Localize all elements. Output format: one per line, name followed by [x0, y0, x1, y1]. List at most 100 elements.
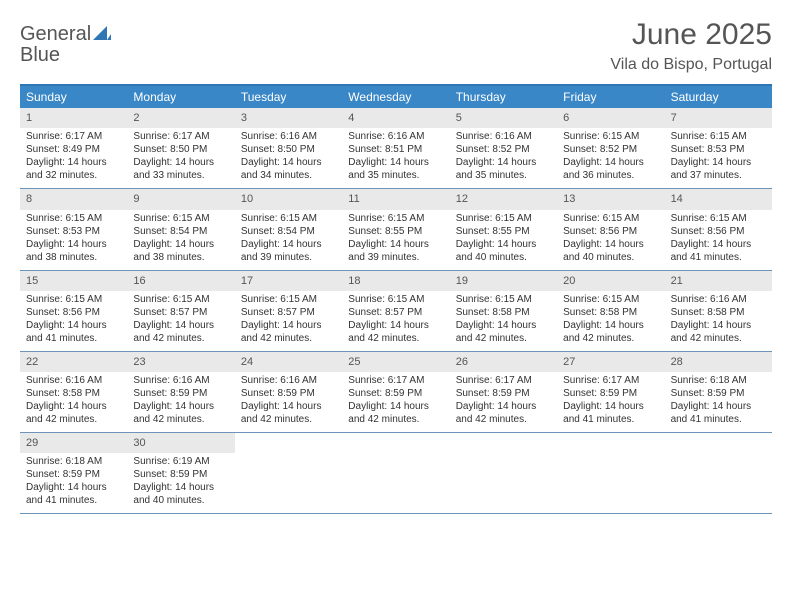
- sunset-text: Sunset: 8:49 PM: [26, 143, 121, 156]
- day-info: Sunrise: 6:15 AMSunset: 8:56 PMDaylight:…: [20, 293, 127, 345]
- day-cell: 17Sunrise: 6:15 AMSunset: 8:57 PMDayligh…: [235, 271, 342, 351]
- sunrise-text: Sunrise: 6:17 AM: [26, 130, 121, 143]
- daylight-text: Daylight: 14 hours and 42 minutes.: [241, 319, 336, 345]
- daylight-text: Daylight: 14 hours and 42 minutes.: [671, 319, 766, 345]
- day-info: Sunrise: 6:18 AMSunset: 8:59 PMDaylight:…: [665, 374, 772, 426]
- day-cell: 27Sunrise: 6:17 AMSunset: 8:59 PMDayligh…: [557, 352, 664, 432]
- sunset-text: Sunset: 8:56 PM: [26, 306, 121, 319]
- daylight-text: Daylight: 14 hours and 35 minutes.: [456, 156, 551, 182]
- sunrise-text: Sunrise: 6:16 AM: [241, 374, 336, 387]
- day-cell: 16Sunrise: 6:15 AMSunset: 8:57 PMDayligh…: [127, 271, 234, 351]
- sunset-text: Sunset: 8:59 PM: [456, 387, 551, 400]
- sunset-text: Sunset: 8:59 PM: [241, 387, 336, 400]
- week-row: 1Sunrise: 6:17 AMSunset: 8:49 PMDaylight…: [20, 108, 772, 189]
- page-title: June 2025: [610, 18, 772, 52]
- daylight-text: Daylight: 14 hours and 40 minutes.: [563, 238, 658, 264]
- day-cell: 10 Sunrise: 6:15 AMSunset: 8:54 PMDayligh…: [235, 189, 342, 269]
- sunrise-text: Sunrise: 6:15 AM: [671, 212, 766, 225]
- daylight-text: Daylight: 14 hours and 38 minutes.: [26, 238, 121, 264]
- day-number: 17: [235, 271, 342, 291]
- day-info: Sunrise: 6:16 AMSunset: 8:50 PMDaylight:…: [235, 130, 342, 182]
- day-number: 10: [235, 189, 342, 209]
- sunset-text: Sunset: 8:53 PM: [671, 143, 766, 156]
- calendar-grid: SundayMondayTuesdayWednesdayThursdayFrid…: [20, 84, 772, 514]
- day-number: 18: [342, 271, 449, 291]
- day-number: 25: [342, 352, 449, 372]
- day-number: 6: [557, 108, 664, 128]
- day-info: Sunrise: 6:15 AMSunset: 8:56 PMDaylight:…: [665, 212, 772, 264]
- sunrise-text: Sunrise: 6:18 AM: [671, 374, 766, 387]
- week-row: 8Sunrise: 6:15 AMSunset: 8:53 PMDaylight…: [20, 189, 772, 270]
- day-info: Sunrise: 6:17 AMSunset: 8:50 PMDaylight:…: [127, 130, 234, 182]
- day-cell: 29Sunrise: 6:18 AMSunset: 8:59 PMDayligh…: [20, 433, 127, 513]
- daylight-text: Daylight: 14 hours and 40 minutes.: [456, 238, 551, 264]
- day-number: 9: [127, 189, 234, 209]
- daylight-text: Daylight: 14 hours and 37 minutes.: [671, 156, 766, 182]
- day-cell: 22Sunrise: 6:16 AMSunset: 8:58 PMDayligh…: [20, 352, 127, 432]
- day-info: Sunrise: 6:19 AMSunset: 8:59 PMDaylight:…: [127, 455, 234, 507]
- day-number: 16: [127, 271, 234, 291]
- sunset-text: Sunset: 8:57 PM: [241, 306, 336, 319]
- day-cell: 14Sunrise: 6:15 AMSunset: 8:56 PMDayligh…: [665, 189, 772, 269]
- day-cell: 11Sunrise: 6:15 AMSunset: 8:55 PMDayligh…: [342, 189, 449, 269]
- daylight-text: Daylight: 14 hours and 41 minutes.: [26, 481, 121, 507]
- day-info: Sunrise: 6:15 AMSunset: 8:53 PMDaylight:…: [665, 130, 772, 182]
- sunrise-text: Sunrise: 6:17 AM: [348, 374, 443, 387]
- sunset-text: Sunset: 8:57 PM: [133, 306, 228, 319]
- day-number: 3: [235, 108, 342, 128]
- sunrise-text: Sunrise: 6:16 AM: [26, 374, 121, 387]
- sunrise-text: Sunrise: 6:15 AM: [26, 212, 121, 225]
- sunset-text: Sunset: 8:59 PM: [133, 387, 228, 400]
- day-cell: 3Sunrise: 6:16 AMSunset: 8:50 PMDaylight…: [235, 108, 342, 188]
- sunset-text: Sunset: 8:54 PM: [133, 225, 228, 238]
- day-info: Sunrise: 6:15 AMSunset: 8:57 PMDaylight:…: [127, 293, 234, 345]
- sunset-text: Sunset: 8:53 PM: [26, 225, 121, 238]
- brand-word-1: General: [20, 23, 91, 45]
- calendar-page: General Blue June 2025 Vila do Bispo, Po…: [0, 0, 792, 514]
- day-info: Sunrise: 6:17 AMSunset: 8:59 PMDaylight:…: [450, 374, 557, 426]
- day-info: Sunrise: 6:16 AMSunset: 8:52 PMDaylight:…: [450, 130, 557, 182]
- daylight-text: Daylight: 14 hours and 34 minutes.: [241, 156, 336, 182]
- page-header: General Blue June 2025 Vila do Bispo, Po…: [20, 18, 772, 74]
- daylight-text: Daylight: 14 hours and 40 minutes.: [133, 481, 228, 507]
- day-cell: 12Sunrise: 6:15 AMSunset: 8:55 PMDayligh…: [450, 189, 557, 269]
- sunrise-text: Sunrise: 6:15 AM: [563, 130, 658, 143]
- day-number: 7: [665, 108, 772, 128]
- day-cell: .: [235, 433, 342, 513]
- sunset-text: Sunset: 8:54 PM: [241, 225, 336, 238]
- week-row: 29Sunrise: 6:18 AMSunset: 8:59 PMDayligh…: [20, 433, 772, 514]
- day-number: 13: [557, 189, 664, 209]
- day-cell: 21Sunrise: 6:16 AMSunset: 8:58 PMDayligh…: [665, 271, 772, 351]
- day-info: Sunrise: 6:15 AMSunset: 8:53 PMDaylight:…: [20, 212, 127, 264]
- daylight-text: Daylight: 14 hours and 33 minutes.: [133, 156, 228, 182]
- sail-icon: [93, 26, 111, 45]
- sunset-text: Sunset: 8:58 PM: [456, 306, 551, 319]
- day-info: Sunrise: 6:16 AMSunset: 8:59 PMDaylight:…: [235, 374, 342, 426]
- sunset-text: Sunset: 8:52 PM: [456, 143, 551, 156]
- day-info: Sunrise: 6:16 AMSunset: 8:58 PMDaylight:…: [20, 374, 127, 426]
- day-info: Sunrise: 6:15 AMSunset: 8:58 PMDaylight:…: [557, 293, 664, 345]
- day-cell: 8 Sunrise: 6:15 AMSunset: 8:53 PMDaylight…: [20, 189, 127, 269]
- sunset-text: Sunset: 8:59 PM: [26, 468, 121, 481]
- daylight-text: Daylight: 14 hours and 39 minutes.: [348, 238, 443, 264]
- day-cell: 6Sunrise: 6:15 AMSunset: 8:52 PMDaylight…: [557, 108, 664, 188]
- day-cell: 20Sunrise: 6:15 AMSunset: 8:58 PMDayligh…: [557, 271, 664, 351]
- daylight-text: Daylight: 14 hours and 42 minutes.: [348, 319, 443, 345]
- daylight-text: Daylight: 14 hours and 41 minutes.: [671, 238, 766, 264]
- title-block: June 2025 Vila do Bispo, Portugal: [610, 18, 772, 74]
- sunset-text: Sunset: 8:58 PM: [671, 306, 766, 319]
- day-header-cell: Sunday: [20, 86, 127, 108]
- day-info: Sunrise: 6:15 AMSunset: 8:54 PMDaylight:…: [235, 212, 342, 264]
- day-cell: 30Sunrise: 6:19 AMSunset: 8:59 PMDayligh…: [127, 433, 234, 513]
- day-info: Sunrise: 6:15 AMSunset: 8:58 PMDaylight:…: [450, 293, 557, 345]
- sunset-text: Sunset: 8:56 PM: [563, 225, 658, 238]
- day-cell: 4Sunrise: 6:16 AMSunset: 8:51 PMDaylight…: [342, 108, 449, 188]
- day-number: 11: [342, 189, 449, 209]
- brand-word-2: Blue: [20, 44, 60, 66]
- day-cell: 2Sunrise: 6:17 AMSunset: 8:50 PMDaylight…: [127, 108, 234, 188]
- day-cell: 19Sunrise: 6:15 AMSunset: 8:58 PMDayligh…: [450, 271, 557, 351]
- day-number: 8: [20, 189, 127, 209]
- sunset-text: Sunset: 8:58 PM: [563, 306, 658, 319]
- daylight-text: Daylight: 14 hours and 41 minutes.: [563, 400, 658, 426]
- week-row: 22Sunrise: 6:16 AMSunset: 8:58 PMDayligh…: [20, 352, 772, 433]
